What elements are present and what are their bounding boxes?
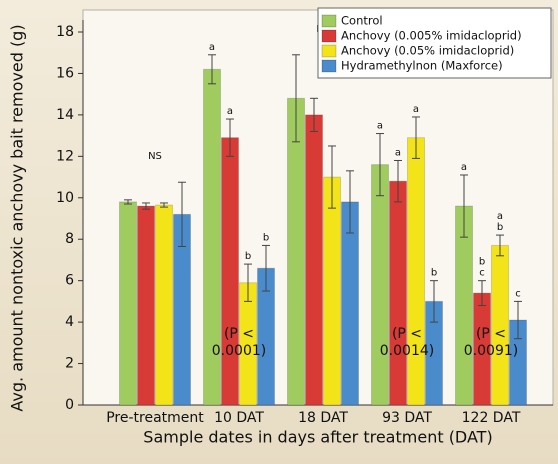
p-value: (P < [392,326,422,342]
x-tick-label: 10 DAT [214,410,264,426]
significance-letter: a [497,211,503,222]
legend-swatch [321,59,337,73]
ns-label: NS [148,151,162,162]
p-value: 0.0091) [464,343,518,359]
x-tick-label: 122 DAT [462,410,521,426]
bar [305,114,323,406]
y-tick-label: 10 [56,190,74,206]
error-bar [262,244,270,292]
legend-label: Anchovy (0.005% imidacloprid) [341,29,522,43]
y-tick-label: 14 [56,107,74,123]
bar [155,204,173,406]
error-bar [376,133,384,197]
y-tick-label: 6 [65,273,74,289]
y-tick-label: 4 [65,314,74,330]
bar [119,201,137,406]
error-bar [226,118,234,157]
bar [221,137,239,406]
bar [323,176,341,406]
y-tick-label: 0 [65,397,74,413]
significance-letter: b [497,222,503,233]
p-value: (P < [224,326,254,342]
significance-letter: b [263,232,269,243]
error-bar [394,159,402,203]
significance-letter: c [515,288,521,299]
error-bar [178,181,186,247]
significance-letter: b [479,257,485,268]
significance-letter: a [209,42,215,53]
error-bar [160,202,168,208]
bar [389,180,407,406]
error-bar [346,170,354,234]
y-tick-label: 12 [56,148,74,164]
error-bar [142,202,150,210]
significance-letter: a [395,147,401,158]
error-bar [430,280,438,323]
bar [371,164,389,406]
x-axis-label: Sample dates in days after treatment (DA… [143,428,492,447]
p-value: 0.0001) [212,343,266,359]
y-tick-label: 16 [56,65,74,81]
x-tick-label: 93 DAT [382,410,432,426]
x-tick-label: 18 DAT [298,410,348,426]
legend-swatch [321,29,337,43]
significance-letter: b [245,251,251,262]
legend-label: Anchovy (0.05% imidacloprid) [341,44,514,58]
error-bar [244,263,252,302]
y-tick-label: 2 [65,356,74,372]
bar [137,205,155,406]
error-bar [124,199,132,205]
significance-letter: c [479,268,485,279]
legend-label: Control [341,14,383,28]
significance-letter: a [461,162,467,173]
error-bar [496,234,504,257]
error-bar [328,145,336,209]
y-axis-label: Avg. amount nontoxic anchovy bait remove… [8,24,27,411]
y-tick-label: 18 [56,24,74,40]
p-value: 0.0014) [380,343,434,359]
error-bar [478,280,486,307]
significance-letter: b [431,268,437,279]
legend-box [317,7,552,79]
significance-letter: a [413,104,419,115]
p-value: (P < [476,326,506,342]
error-bar [460,174,468,238]
error-bar [208,54,216,85]
error-bar [292,54,300,143]
significance-letter: a [227,106,233,117]
error-bar [514,300,522,340]
error-bar [412,116,420,159]
y-tick-label: 8 [65,231,74,247]
bar [407,137,425,406]
legend-label: Hydramethylnon (Maxforce) [341,59,503,73]
bar [287,97,305,406]
legend-swatch [321,44,337,58]
x-tick-label: Pre-treatment [106,410,204,426]
legend-swatch [321,14,337,28]
error-bar [310,97,318,132]
significance-letter: a [377,121,383,132]
